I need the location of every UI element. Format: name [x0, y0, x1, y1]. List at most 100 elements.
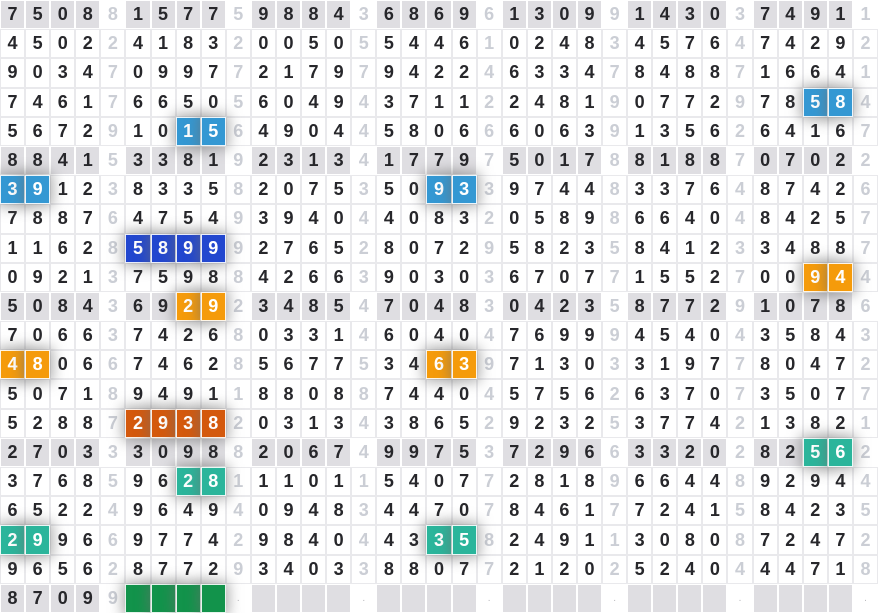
digit-cell: 6: [0, 496, 26, 526]
empty-cell: [376, 583, 402, 613]
empty-cell: [451, 583, 477, 613]
digit-cell: 7: [501, 350, 527, 380]
digit-cell: 0: [802, 145, 828, 176]
digit-cell: 1: [702, 496, 728, 526]
miss-digit-cell: 4: [476, 58, 502, 88]
digit-cell: 1: [75, 262, 101, 292]
digit-cell: 1: [752, 408, 778, 438]
digit-cell: 3: [526, 0, 552, 30]
digit-cell: 4: [150, 350, 176, 380]
digit-cell: 7: [125, 321, 151, 351]
digit-cell: 6: [75, 554, 101, 584]
digit-cell: 8: [301, 291, 327, 322]
digit-cell: 0: [551, 0, 577, 30]
digit-cell: 2: [250, 233, 276, 263]
digit-cell: 5: [451, 408, 477, 438]
digit-cell: 5: [652, 262, 678, 292]
digit-cell: 9: [250, 525, 276, 555]
miss-digit-cell: 1: [852, 0, 878, 30]
digit-cell: 7: [401, 87, 427, 117]
digit-cell: 6: [50, 87, 76, 117]
miss-digit-cell: 7: [602, 496, 628, 526]
highlighted-digit-cell: 8: [200, 467, 226, 497]
miss-digit-cell: 7: [476, 467, 502, 497]
miss-digit-cell: 3: [476, 262, 502, 292]
digit-cell: 4: [526, 87, 552, 117]
miss-digit-cell: 3: [602, 29, 628, 59]
miss-digit-cell: 8: [476, 525, 502, 555]
digit-cell: 1: [827, 554, 853, 584]
digit-cell: 9: [175, 437, 201, 468]
digit-cell: 3: [150, 175, 176, 205]
miss-digit-cell: 7: [476, 554, 502, 584]
digit-cell: 5: [376, 29, 402, 59]
miss-digit-cell: 7: [852, 379, 878, 409]
digit-cell: 8: [752, 175, 778, 205]
digit-cell: 4: [275, 554, 302, 584]
miss-digit-cell: 9: [225, 145, 251, 176]
digit-cell: 7: [752, 0, 778, 30]
highlighted-digit-cell: 9: [25, 175, 51, 205]
digit-cell: 0: [275, 437, 302, 468]
miss-digit-cell: 1: [602, 525, 628, 555]
digit-cell: 0: [301, 379, 327, 409]
highlighted-digit-cell: 5: [125, 233, 151, 263]
digit-cell: 6: [652, 204, 678, 234]
miss-digit-cell: 2: [476, 408, 502, 438]
digit-cell: 5: [376, 116, 402, 146]
digit-cell: 6: [150, 467, 176, 497]
digit-cell: 4: [777, 0, 803, 30]
digit-cell: 8: [50, 204, 76, 234]
digit-cell: 3: [401, 525, 427, 555]
digit-cell: 8: [677, 525, 703, 555]
digit-cell: 7: [150, 204, 176, 234]
digit-cell: 7: [75, 204, 101, 234]
digit-cell: 4: [376, 525, 402, 555]
digit-cell: 6: [501, 262, 527, 292]
digit-cell: 0: [777, 291, 803, 322]
miss-digit-cell: 4: [225, 496, 251, 526]
digit-cell: 0: [150, 116, 176, 146]
digit-cell: 0: [501, 29, 527, 59]
digit-cell: 4: [526, 496, 552, 526]
digit-cell: 8: [752, 496, 778, 526]
digit-cell: 8: [627, 58, 653, 88]
digit-cell: 3: [551, 408, 577, 438]
digit-cell: 0: [702, 0, 728, 30]
digit-cell: 3: [376, 408, 402, 438]
highlighted-digit-cell: 5: [802, 437, 828, 468]
digit-cell: 0: [401, 175, 427, 205]
digit-cell: 1: [451, 87, 477, 117]
digit-cell: 4: [426, 321, 452, 351]
digit-cell: 6: [451, 29, 477, 59]
digit-cell: 2: [827, 145, 853, 176]
digit-cell: 0: [451, 496, 477, 526]
digit-cell: 6: [551, 116, 577, 146]
digit-cell: 0: [702, 437, 728, 468]
miss-digit-cell: 8: [100, 0, 126, 30]
digit-cell: 5: [526, 204, 552, 234]
digit-cell: 1: [75, 379, 101, 409]
digit-cell: 4: [652, 58, 678, 88]
highlighted-digit-cell: 3: [175, 408, 201, 438]
digit-cell: 2: [501, 525, 527, 555]
miss-digit-cell: 3: [476, 291, 502, 322]
miss-digit-cell: 1: [476, 29, 502, 59]
digit-cell: 4: [275, 291, 302, 322]
digit-cell: 3: [551, 350, 577, 380]
miss-digit-cell: 9: [727, 291, 753, 322]
digit-cell: 6: [426, 0, 452, 30]
digit-cell: 2: [0, 437, 26, 468]
digit-cell: 9: [576, 321, 603, 351]
digit-cell: 2: [250, 437, 276, 468]
digit-cell: 4: [250, 262, 276, 292]
digit-cell: 4: [301, 496, 327, 526]
highlighted-digit-cell: 9: [200, 291, 226, 322]
highlighted-digit-cell: 3: [451, 175, 477, 205]
digit-cell: 2: [501, 554, 527, 584]
digit-cell: 7: [802, 291, 828, 322]
miss-digit-cell: 5: [602, 408, 628, 438]
digit-cell: 0: [275, 87, 302, 117]
digit-cell: 1: [576, 496, 603, 526]
miss-digit-cell: 4: [351, 116, 377, 146]
